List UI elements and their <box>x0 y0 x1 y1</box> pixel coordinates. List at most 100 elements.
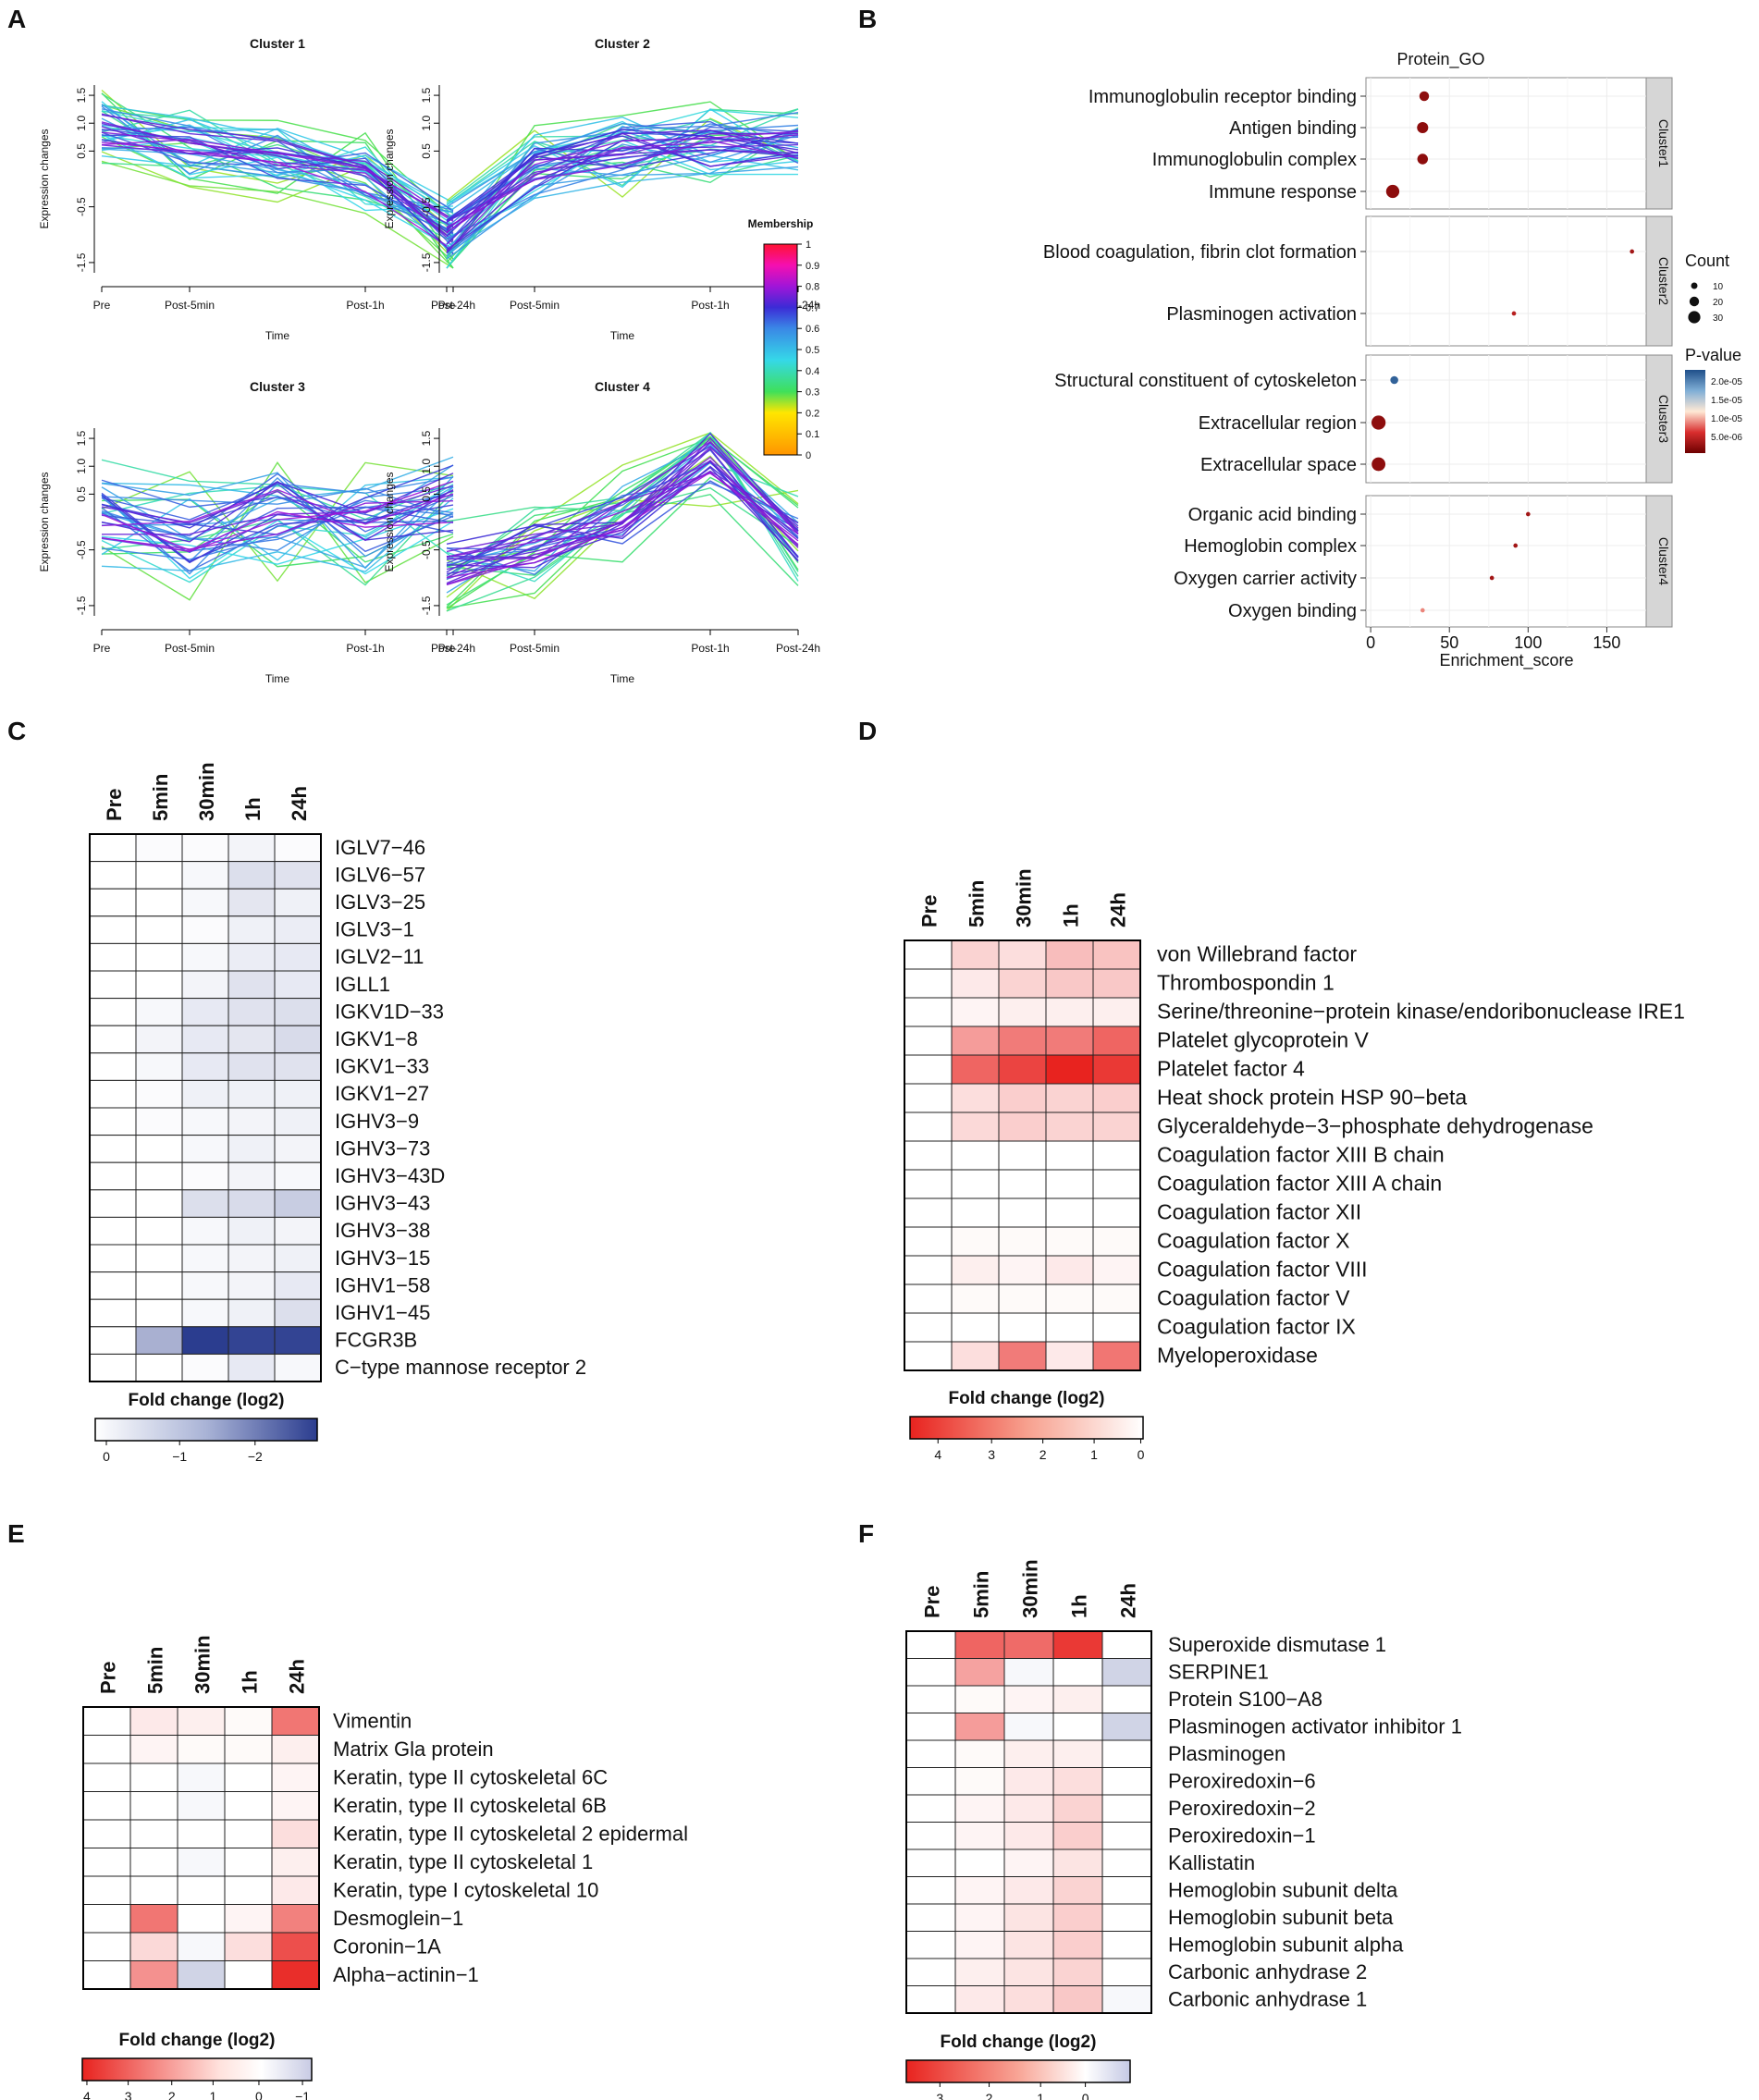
heatmap-cell <box>89 861 137 890</box>
heatmap-cell <box>1101 1739 1152 1768</box>
heatmap-cell <box>954 1630 1005 1659</box>
heatmap-cell <box>181 1326 229 1355</box>
heatmap-cell <box>1052 1903 1103 1932</box>
heatmap-cell <box>89 1353 137 1382</box>
panel-letter-b: B <box>858 5 877 33</box>
heatmap-cell <box>82 1904 131 1934</box>
heatmap-cell <box>228 1353 276 1382</box>
x-tick-label: 150 <box>1593 633 1620 652</box>
series-line <box>446 145 799 269</box>
heatmap-cell <box>1003 1985 1054 2014</box>
heatmap-cell <box>274 1271 322 1300</box>
p-colorbar <box>1685 370 1705 453</box>
series-line <box>446 456 799 560</box>
heatmap-cell <box>228 942 276 972</box>
heatmap-cell <box>905 1848 956 1877</box>
heatmap-cell <box>998 1197 1047 1228</box>
colorbar-tick-label: 0.1 <box>806 429 819 440</box>
heatmap-cell <box>1092 1140 1141 1171</box>
y-tick-label: 0.5 <box>75 143 88 159</box>
y-axis-title: Expression changes <box>383 129 396 228</box>
series-line <box>101 485 454 535</box>
heatmap-cell <box>904 1140 953 1171</box>
heatmap-cell <box>1045 1283 1094 1314</box>
row-label: Coagulation factor XII <box>1157 1200 1361 1224</box>
row-label: Carbonic anhydrase 1 <box>1168 1987 1367 2010</box>
heatmap-cell <box>271 1932 320 1961</box>
row-label: Platelet glycoprotein V <box>1157 1028 1370 1052</box>
row-label: Serine/threonine−protein kinase/endoribo… <box>1157 1000 1685 1024</box>
heatmap-cell <box>954 1713 1005 1741</box>
heatmap-cell <box>89 1271 137 1300</box>
legend-label: 30 <box>1713 313 1724 324</box>
heatmap-cell <box>1045 1226 1094 1257</box>
series-line <box>101 487 454 519</box>
heatmap-cell <box>181 1079 229 1109</box>
legend-dot <box>1688 311 1701 324</box>
row-label: Thrombospondin 1 <box>1157 971 1335 995</box>
heatmap-cell <box>1045 1025 1094 1056</box>
heatmap-cell <box>954 1848 1005 1877</box>
heatmap-cell <box>274 970 322 1000</box>
heatmap-cell <box>905 1739 956 1768</box>
x-axis-title: Enrichment_score <box>1439 651 1573 670</box>
y-tick-label: 1.5 <box>75 430 88 446</box>
y-tick-label: 1.5 <box>420 430 433 446</box>
colorbar-title: Membership <box>748 217 814 230</box>
heatmap-cell <box>228 1244 276 1273</box>
heatmap-cell <box>1101 1876 1152 1905</box>
heatmap-cell <box>904 1054 953 1085</box>
enrichment-dot <box>1419 91 1430 102</box>
column-header: 1h <box>239 1670 262 1694</box>
y-tick-label: 0.5 <box>75 486 88 502</box>
row-label: Coagulation factor IX <box>1157 1315 1356 1339</box>
heatmap-cell <box>998 1169 1047 1199</box>
heatmap-cell <box>129 1875 178 1905</box>
enrichment-dot <box>1372 457 1386 472</box>
heatmap-cell <box>1092 1054 1141 1085</box>
x-tick-label: Post-5min <box>165 642 215 655</box>
colorbar-tick-label: 1 <box>806 239 811 251</box>
series-line <box>446 134 799 233</box>
row-label: Peroxiredoxin−1 <box>1168 1824 1316 1847</box>
heatmap-cell <box>274 998 322 1026</box>
series-line <box>446 493 799 586</box>
y-axis-title: Expression changes <box>383 472 396 571</box>
heatmap-cell <box>1052 1985 1103 2014</box>
heatmap-cell <box>998 1054 1047 1085</box>
column-header: 30min <box>195 762 218 821</box>
heatmap-cell <box>129 1706 178 1736</box>
x-tick-label: Post-24h <box>431 642 475 655</box>
heatmap-cell <box>177 1848 226 1877</box>
enrichment-dot <box>1513 543 1519 548</box>
series-line <box>101 456 454 541</box>
series-line <box>446 471 799 579</box>
x-axis-title: Time <box>265 329 290 342</box>
go-term-label: Immunoglobulin receptor binding <box>1089 87 1357 107</box>
row-label: Keratin, type II cytoskeletal 6B <box>333 1794 607 1817</box>
heatmap-cell <box>951 1025 1000 1056</box>
heatmap-cell <box>181 1216 229 1246</box>
heatmap-cell <box>224 1875 273 1905</box>
column-header: 5min <box>149 774 172 821</box>
heatmap-cell <box>951 1283 1000 1314</box>
row-label: IGHV3−73 <box>335 1136 430 1160</box>
heatmap-cell <box>1003 1658 1054 1687</box>
heatmap-cell <box>129 1735 178 1764</box>
heatmap-cell <box>1092 1283 1141 1314</box>
row-label: IGKV1−27 <box>335 1082 429 1105</box>
heatmap-cell <box>904 1255 953 1285</box>
row-label: Peroxiredoxin−2 <box>1168 1797 1316 1820</box>
legend-tick-label: 4 <box>934 1447 941 1462</box>
chart-title: Protein_GO <box>1396 50 1484 69</box>
legend-title: Count <box>1685 252 1729 270</box>
row-label: Vimentin <box>333 1709 412 1732</box>
heatmap-cell <box>998 1255 1047 1285</box>
series-line <box>101 497 454 572</box>
heatmap-cell <box>1101 1903 1152 1932</box>
heatmap-cell <box>228 1025 276 1054</box>
heatmap-cell <box>224 1762 273 1792</box>
heatmap-cell <box>1092 968 1141 999</box>
heatmap-cell <box>135 1326 183 1355</box>
row-label: Hemoglobin subunit beta <box>1168 1906 1394 1929</box>
